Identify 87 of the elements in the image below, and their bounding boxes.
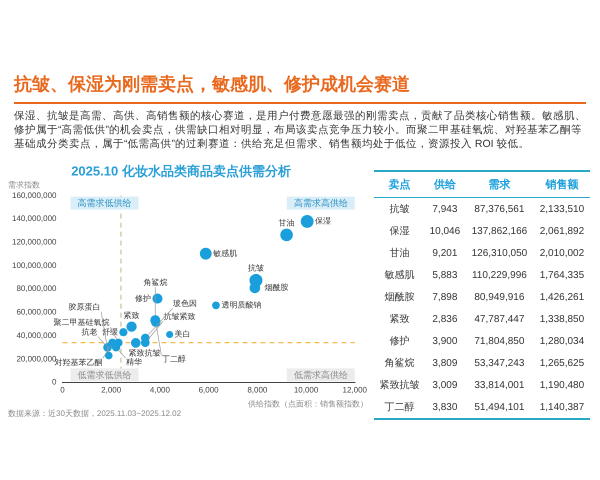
text: 玻色因: [173, 299, 198, 308]
category-label: 卖点: [374, 171, 425, 198]
text: 33,814,001: [474, 380, 524, 390]
x-tick-label: 10,000: [294, 385, 319, 394]
text: 71,804,850: [474, 336, 524, 346]
text: 7,898: [432, 292, 458, 302]
series-label: 紧致抗皱: [128, 348, 161, 358]
category-label: 烟酰胺: [384, 292, 414, 303]
category-label: 紧致: [389, 314, 410, 325]
text: 110,229,996: [472, 270, 527, 280]
text: 53,347,243: [474, 358, 524, 368]
text: 2,010,002: [540, 248, 584, 258]
text: 抗皱紧致: [164, 312, 196, 322]
text: 胶原蛋白: [68, 302, 101, 312]
y-tick-label: 140,000,000: [12, 214, 58, 224]
y-tick-label: 160,000,000: [12, 190, 58, 200]
text: 9,201: [432, 248, 458, 258]
text: 137,862,166: [472, 226, 528, 236]
series-label: 甘油: [278, 218, 295, 228]
series-label: 抗皱: [248, 264, 264, 273]
text: 1,764,335: [540, 270, 584, 280]
text: 3,809: [432, 358, 458, 368]
chart-title: 2025.10 化妆水品类商品卖点供需分析: [71, 163, 291, 178]
category-label: 紧致抗皱: [379, 380, 420, 391]
y-tick-label: 80,000,000: [16, 284, 58, 294]
y-tick-label: 120,000,000: [12, 238, 58, 247]
source-note: 数据来源：近30天数据，2025.11.03~2025.12.02: [8, 409, 182, 418]
series-label: 透明质酸钠: [221, 300, 262, 310]
text: 3,900: [432, 336, 458, 346]
text: 保湿、抗皱是高需、高供、高销售额的核心赛道，是用户付费意愿最强的刚需卖点，贡献了品类核心销售额。敏感肌、修护属于“高需低供”的机会卖点，供需缺口相对明显，布局该卖点竞争压力较小。而聚二甲基硅氧烷、对羟基苯乙酮等基础成分类卖点，属于“低需高供”的过剩赛道：供给充足但需求、销售额均处于低位，资源投入 ROI 较低。: [14, 109, 586, 151]
series-label: 聚二甲基硅氧烷: [54, 318, 110, 327]
category-label: 保湿: [389, 226, 410, 237]
category-label: 角鲨烷: [384, 358, 414, 369]
series-label: 敏感肌: [213, 248, 238, 258]
text: 126,310,050: [472, 248, 528, 258]
text: 1,338,850: [540, 314, 584, 324]
category-label: 销售额: [534, 171, 590, 198]
y-tick-label: 40,000,000: [16, 330, 58, 340]
text: 87,376,561: [474, 204, 524, 214]
text: 51,494,101: [474, 402, 524, 412]
y-tick-label: 100,000,000: [12, 260, 58, 270]
text: 1,190,480: [540, 380, 584, 390]
text: 丁二醇: [162, 354, 186, 364]
category-label: 甘油: [389, 248, 410, 259]
y-tick-label: 0: [52, 378, 58, 387]
x-tick-label: 6,000: [198, 385, 220, 394]
text: 角鲨烷: [143, 278, 168, 287]
annotation: 高需求高供给: [294, 198, 348, 208]
category-label: 供给: [424, 171, 465, 198]
x-axis-title: 供给指数（点面积：销售额指数）: [248, 399, 368, 408]
text: 1,280,034: [540, 336, 584, 346]
y-tick-label: 60,000,000: [16, 308, 58, 317]
series-label: 紧致: [124, 311, 140, 320]
x-tick-label: 8,000: [247, 385, 268, 394]
x-tick-label: 2,000: [101, 385, 122, 394]
text: 1,140,387: [540, 402, 584, 412]
category-label: 需求: [464, 171, 534, 198]
text: 80,949,916: [474, 292, 524, 302]
series-label: 美白: [174, 330, 191, 339]
text: 47,787,447: [474, 314, 524, 324]
series-label: 烟酰胺: [264, 283, 289, 292]
text: 5,883: [432, 270, 458, 280]
text: 2,836: [432, 314, 458, 324]
text: 3,830: [432, 402, 458, 412]
series-label: 抗老: [81, 327, 98, 336]
y-axis-title: 需求指数: [8, 180, 40, 190]
text: 2,061,892: [540, 226, 584, 236]
category-label: 敏感肌: [384, 270, 414, 281]
category-label: 丁二醇: [384, 402, 414, 413]
annotation: 低需求高供给: [294, 370, 348, 380]
text: 1,265,625: [540, 358, 584, 368]
text: 1,426,261: [540, 292, 584, 302]
annotation: 低需求低供给: [77, 370, 132, 380]
x-tick-label: 4,000: [150, 385, 170, 394]
category-label: 抗皱: [389, 204, 410, 215]
category-label: 修护: [389, 336, 410, 347]
text: 2,133,510: [540, 204, 584, 214]
x-tick-label: 12,000: [342, 385, 368, 394]
annotation: 高需求低供给: [77, 198, 132, 208]
series-label: 精华: [126, 358, 142, 367]
series-label: 修护: [134, 294, 151, 303]
series-label: 保湿: [315, 216, 332, 226]
text: 10,046: [430, 226, 460, 236]
x-tick-label: 0: [60, 385, 66, 394]
text: 抗皱、保湿为刚需卖点，敏感肌、修护成机会赛道: [14, 72, 586, 104]
text: 7,943: [432, 204, 458, 214]
text: 3,009: [432, 380, 458, 390]
